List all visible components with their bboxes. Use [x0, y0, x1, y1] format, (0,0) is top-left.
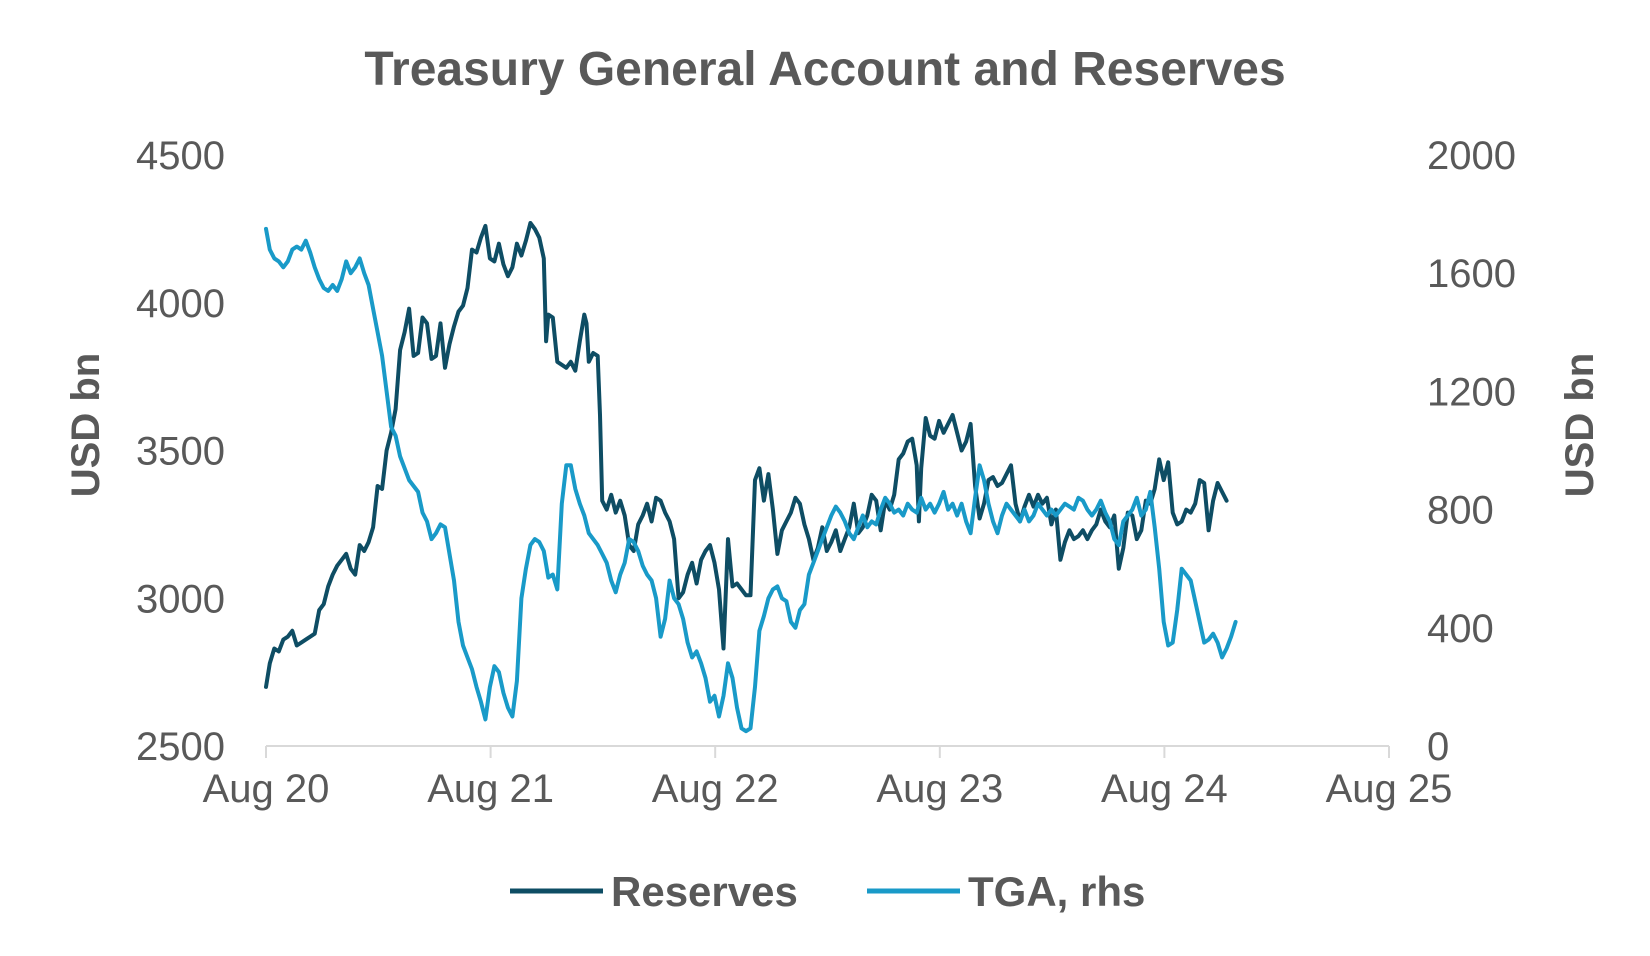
- right-tick-label: 2000: [1427, 134, 1516, 178]
- left-tick-label: 4000: [136, 282, 225, 326]
- series-layer: [264, 221, 1238, 734]
- left-tick-label: 3000: [136, 577, 225, 621]
- legend-label-reserves: Reserves: [611, 868, 798, 915]
- right-tick-label: 1200: [1427, 370, 1516, 414]
- x-axis-ticks: Aug 20 Aug 21 Aug 22 Aug 23 Aug 24 Aug 25: [203, 746, 1453, 811]
- x-tick-label: Aug 21: [427, 767, 554, 811]
- legend: Reserves TGA, rhs: [510, 868, 1145, 915]
- chart-title: Treasury General Account and Reserves: [364, 43, 1285, 96]
- x-tick-label: Aug 25: [1326, 767, 1453, 811]
- right-tick-label: 0: [1427, 725, 1449, 769]
- right-tick-label: 1600: [1427, 252, 1516, 296]
- x-tick-label: Aug 24: [1101, 767, 1228, 811]
- right-tick-label: 800: [1427, 489, 1494, 533]
- left-axis-title: USD bn: [64, 353, 108, 497]
- left-axis-ticks: 2500 3000 3500 4000 4500: [136, 134, 225, 769]
- left-tick-label: 2500: [136, 725, 225, 769]
- legend-label-tga: TGA, rhs: [968, 868, 1145, 915]
- x-tick-label: Aug 22: [652, 767, 779, 811]
- right-axis-title: USD bn: [1558, 353, 1602, 497]
- x-tick-label: Aug 20: [203, 767, 330, 811]
- right-tick-label: 400: [1427, 607, 1494, 651]
- tga-series-line: [264, 226, 1238, 734]
- x-tick-label: Aug 23: [876, 767, 1003, 811]
- reserves-series-line: [264, 221, 1229, 689]
- left-tick-label: 4500: [136, 134, 225, 178]
- left-tick-label: 3500: [136, 430, 225, 474]
- right-axis-ticks: 0 400 800 1200 1600 2000: [1427, 134, 1516, 769]
